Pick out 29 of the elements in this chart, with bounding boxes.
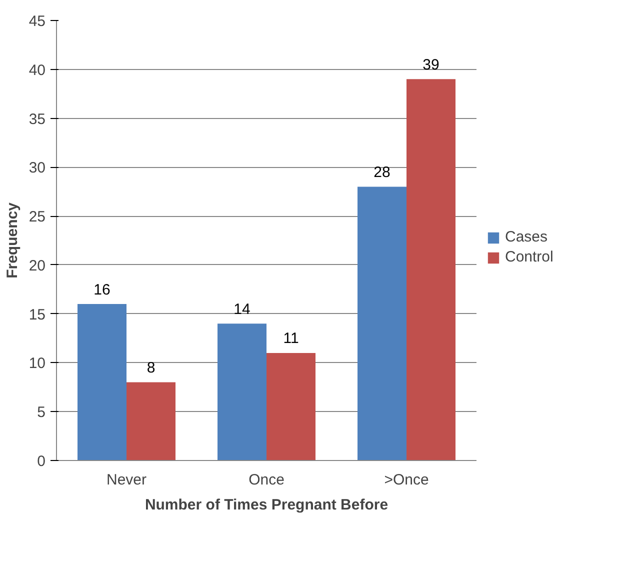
bar — [406, 79, 456, 460]
bar — [358, 186, 406, 460]
data-label: 39 — [422, 56, 440, 74]
y-tick-label: 40 — [28, 62, 46, 79]
legend-label: Cases — [505, 228, 548, 246]
y-tick-label: 0 — [37, 453, 46, 470]
bar — [266, 352, 316, 460]
y-tick-label: 10 — [28, 355, 46, 372]
y-tick-label: 30 — [28, 160, 46, 177]
bar — [126, 382, 176, 460]
data-label: 14 — [234, 300, 250, 318]
y-axis-title: Frequency — [4, 202, 21, 278]
data-label: 28 — [374, 164, 390, 181]
bar — [78, 304, 126, 460]
y-tick-label: 15 — [28, 306, 46, 324]
y-tick-label: 5 — [37, 404, 46, 422]
x-tick-label: >Once — [384, 472, 429, 488]
legend-label: Control — [505, 248, 554, 266]
x-tick-label: Once — [248, 472, 284, 488]
x-axis-title: Number of Times Pregnant Before — [144, 496, 388, 514]
y-tick-label: 20 — [28, 257, 46, 274]
data-label: 11 — [283, 330, 299, 348]
y-tick-label: 25 — [28, 208, 46, 226]
data-label: 16 — [94, 281, 110, 298]
data-label: 8 — [146, 360, 156, 376]
y-tick-label: 35 — [28, 110, 46, 128]
y-tick-label: 45 — [28, 13, 46, 30]
x-tick-label: Never — [106, 472, 147, 488]
bar — [218, 324, 266, 460]
